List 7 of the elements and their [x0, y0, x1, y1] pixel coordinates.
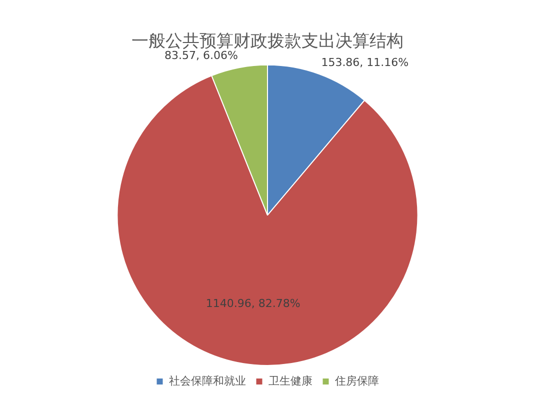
chart-title: 一般公共预算财政拨款支出决算结构: [132, 32, 404, 52]
legend-label: 卫生健康: [268, 374, 312, 388]
legend-label: 社会保障和就业: [168, 374, 246, 388]
legend-label: 住房保障: [334, 374, 379, 388]
data-label: 83.57, 6.06%: [164, 49, 238, 62]
data-label: 1140.96, 82.78%: [206, 297, 300, 310]
data-label: 153.86, 11.16%: [321, 56, 409, 69]
